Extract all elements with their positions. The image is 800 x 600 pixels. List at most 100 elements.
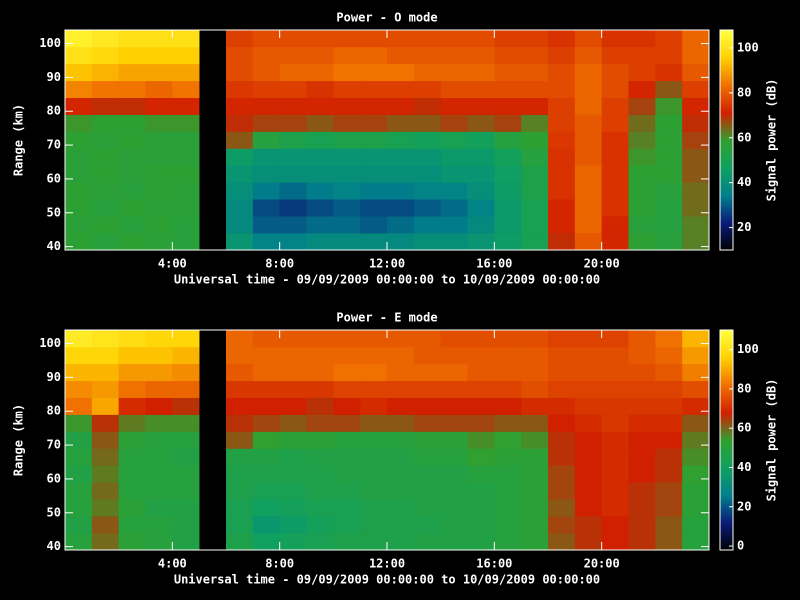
heatmap-cell [682,380,709,398]
chart-title: Power - O mode [336,11,437,25]
heatmap-cell [413,363,441,382]
heatmap-cell [226,114,254,132]
colorbar-tick-label: 20 [737,499,751,513]
colorbar-strip [720,66,733,69]
heatmap-cell [252,448,280,466]
heatmap-cell [145,97,173,115]
y-tick-label: 40 [47,239,61,253]
heatmap-cell [628,97,656,115]
heatmap-cell [91,482,119,500]
colorbar-strip [720,110,733,113]
heatmap-cell [655,63,683,82]
heatmap-cell [548,330,576,348]
y-tick-label: 90 [47,70,61,84]
heatmap-cell [655,46,683,65]
colorbar-strip [720,168,733,171]
colorbar-strip [720,56,733,59]
colorbar-strip [720,446,733,449]
heatmap-cell [682,233,709,250]
heatmap-cell [682,182,709,200]
heatmap-cell [65,516,93,534]
colorbar-strip [720,46,733,49]
heatmap-cell [91,46,119,65]
heatmap-cell [65,363,93,382]
heatmap-cell [413,46,441,65]
heatmap-cell [440,165,468,183]
colorbar-strip [720,422,733,425]
heatmap-cell [440,516,468,534]
colorbar-strip [720,404,733,407]
colorbar-strip [720,476,733,479]
heatmap-cell [387,431,415,449]
colorbar-strip [720,60,733,63]
colorbar-strip [720,136,733,139]
colorbar-strip [720,176,733,179]
colorbar-strip [720,364,733,367]
heatmap-cell [333,330,361,348]
colorbar-strip [720,156,733,159]
colorbar-strip [720,158,733,161]
heatmap-cell [521,448,549,466]
heatmap-cell [279,414,307,432]
colorbar-strip [720,394,733,397]
heatmap-cell [91,533,119,550]
heatmap-cell [65,165,93,183]
heatmap-cell [467,46,495,65]
colorbar-strip [720,410,733,413]
heatmap-cell [413,380,441,398]
heatmap-cell [333,30,361,48]
heatmap-cell [440,114,468,132]
heatmap-cell [521,97,549,115]
colorbar-strip [720,100,733,103]
heatmap-cell [360,97,388,115]
heatmap-cell [655,397,683,415]
colorbar-strip [720,498,733,501]
heatmap-cell [548,499,576,517]
colorbar-strip [720,396,733,399]
heatmap-cell [387,346,415,365]
heatmap-cell [279,330,307,348]
colorbar-strip [720,456,733,459]
heatmap-cell [172,414,200,432]
colorbar-strip [720,42,733,45]
colorbar-strip [720,184,733,187]
heatmap-cell [226,63,254,82]
heatmap-cell [574,431,602,449]
heatmap-cell [145,482,173,500]
heatmap-cell [387,482,415,500]
heatmap-cell [521,199,549,217]
colorbar-strip [720,372,733,375]
colorbar-strip [720,64,733,67]
heatmap-cell [413,80,441,98]
colorbar-strip [720,160,733,163]
heatmap-cell [252,46,280,65]
heatmap-cell [387,63,415,82]
heatmap-cell [145,363,173,382]
heatmap-cell [279,46,307,65]
heatmap-cell [145,30,173,48]
colorbar-strip [720,116,733,119]
heatmap-cell [494,414,522,432]
heatmap-cell [574,346,602,365]
heatmap-cell [172,380,200,398]
colorbar-strip [720,222,733,225]
heatmap-cell [279,97,307,115]
heatmap-cell [628,148,656,166]
heatmap-cell [226,80,254,98]
heatmap-cell [655,516,683,534]
colorbar-strip [720,102,733,105]
heatmap-cell [574,97,602,115]
heatmap-cell [521,148,549,166]
heatmap-cell [279,182,307,200]
heatmap-cell [440,30,468,48]
heatmap-cell [413,482,441,500]
heatmap-cell [306,499,334,517]
heatmap-cell [467,114,495,132]
heatmap-cell [252,114,280,132]
heatmap-cell [413,448,441,466]
colorbar-strip [720,186,733,189]
heatmap-cell [306,131,334,149]
colorbar-strip [720,74,733,77]
heatmap-cell [91,431,119,449]
heatmap-cell [172,465,200,483]
